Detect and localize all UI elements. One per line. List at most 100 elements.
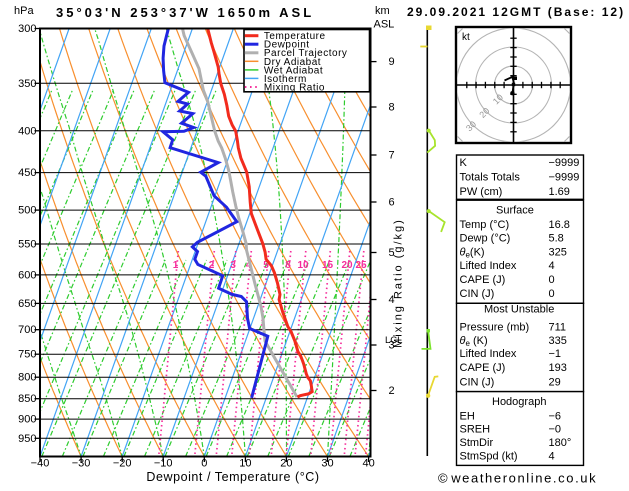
svg-text:350: 350 [18,78,36,90]
svg-text:−0: −0 [549,424,562,436]
svg-text:16.8: 16.8 [549,219,570,231]
svg-text:Totals Totals: Totals Totals [460,172,521,184]
svg-text:Dewp (°C): Dewp (°C) [460,233,511,245]
svg-text:2: 2 [389,385,395,397]
svg-text:3: 3 [230,260,236,271]
svg-text:450: 450 [18,167,36,179]
svg-text:6: 6 [389,197,395,209]
svg-text:0: 0 [549,274,555,286]
svg-text:CAPE (J): CAPE (J) [460,274,506,286]
svg-text:−9999: −9999 [549,172,580,184]
svg-text:Dewpoint / Temperature (°C): Dewpoint / Temperature (°C) [146,470,319,484]
svg-text:20: 20 [280,458,292,470]
svg-text:EH: EH [460,410,475,422]
svg-text:180°: 180° [549,437,572,449]
svg-text:−10: −10 [154,458,173,470]
svg-text:Isotherm: Isotherm [264,74,307,85]
svg-text:1.69: 1.69 [549,186,570,198]
svg-text:40: 40 [362,458,374,470]
svg-text:CIN (J): CIN (J) [460,288,495,300]
svg-text:15: 15 [322,260,334,271]
svg-text:CIN (J): CIN (J) [460,376,495,388]
svg-text:Dry Adiabat: Dry Adiabat [264,57,321,68]
svg-text:Pressure (mb): Pressure (mb) [460,322,530,334]
svg-text:0: 0 [549,288,555,300]
svg-text:700: 700 [18,324,36,336]
svg-text:StmSpd (kt): StmSpd (kt) [460,451,518,463]
svg-text:−30: −30 [72,458,91,470]
svg-text:kt: kt [462,32,470,43]
svg-text:0: 0 [201,458,207,470]
svg-text:400: 400 [18,125,36,137]
svg-text:θe (K): θe (K) [460,335,488,348]
svg-text:8: 8 [285,260,291,271]
svg-text:Hodograph: Hodograph [492,396,546,408]
svg-text:500: 500 [18,205,36,217]
svg-text:29.09.2021 12GMT (Base: 12): 29.09.2021 12GMT (Base: 12) [407,5,625,19]
svg-text:900: 900 [18,414,36,426]
svg-text:600: 600 [18,269,36,281]
svg-text:Lifted Index: Lifted Index [460,348,517,360]
svg-text:km: km [375,5,390,17]
svg-text:4: 4 [549,260,555,272]
svg-text:650: 650 [18,298,36,310]
svg-text:−6: −6 [549,410,562,422]
svg-text:θe(K): θe(K) [460,246,485,259]
svg-text:1: 1 [173,260,179,271]
svg-text:Dewpoint: Dewpoint [264,40,310,51]
svg-text:Temperature: Temperature [264,31,326,42]
svg-text:20: 20 [477,106,491,120]
svg-text:30: 30 [321,458,333,470]
svg-text:Mixing Ratio: Mixing Ratio [264,82,325,93]
svg-text:−9999: −9999 [549,157,580,169]
svg-text:Temp (°C): Temp (°C) [460,219,510,231]
svg-text:800: 800 [18,372,36,384]
svg-text:711: 711 [549,322,567,334]
svg-text:Surface: Surface [496,204,534,216]
svg-text:300: 300 [18,23,36,35]
svg-text:193: 193 [549,362,567,374]
svg-text:Wet Adiabat: Wet Adiabat [264,65,323,76]
svg-text:950: 950 [18,433,36,445]
svg-text:10: 10 [239,458,251,470]
svg-text:−1: −1 [549,348,562,360]
svg-text:SREH: SREH [460,424,491,436]
svg-text:Lifted Index: Lifted Index [460,260,517,272]
svg-text:35°03'N 253°37'W 1650m ASL: 35°03'N 253°37'W 1650m ASL [56,5,314,20]
svg-text:10: 10 [491,92,505,106]
svg-text:Parcel Trajectory: Parcel Trajectory [264,48,348,59]
svg-text:hPa: hPa [14,5,34,17]
svg-text:−40: −40 [31,458,50,470]
svg-text:29: 29 [549,376,561,388]
svg-text:4: 4 [549,451,555,463]
svg-text:550: 550 [18,239,36,251]
svg-text:325: 325 [549,246,567,258]
svg-text:4: 4 [246,260,252,271]
svg-text:9: 9 [389,56,395,68]
svg-text:K: K [460,157,468,169]
svg-text:Most Unstable: Most Unstable [484,304,554,316]
svg-text:5.8: 5.8 [549,233,564,245]
svg-text:3: 3 [389,340,395,352]
svg-text:CAPE (J): CAPE (J) [460,362,506,374]
svg-text:750: 750 [18,349,36,361]
svg-text:335: 335 [549,335,567,347]
svg-text:7: 7 [389,150,395,162]
svg-text:PW (cm): PW (cm) [460,186,503,198]
svg-text:2: 2 [209,260,215,271]
svg-text:©weatheronline.co.uk: © weatheronline.co.uk [438,471,597,486]
svg-text:StmDir: StmDir [460,437,494,449]
svg-text:850: 850 [18,393,36,405]
svg-text:Mixing Ratio (g/kg): Mixing Ratio (g/kg) [393,218,405,348]
svg-text:4: 4 [389,294,395,306]
svg-text:5: 5 [263,260,269,271]
svg-text:20: 20 [341,260,353,271]
svg-text:ASL: ASL [374,19,395,31]
svg-text:−20: −20 [113,458,132,470]
svg-text:25: 25 [355,260,367,271]
svg-text:8: 8 [389,102,395,114]
svg-text:30: 30 [464,119,478,133]
svg-text:5: 5 [389,247,395,259]
svg-text:10: 10 [297,260,309,271]
svg-text:LCL: LCL [385,335,402,346]
